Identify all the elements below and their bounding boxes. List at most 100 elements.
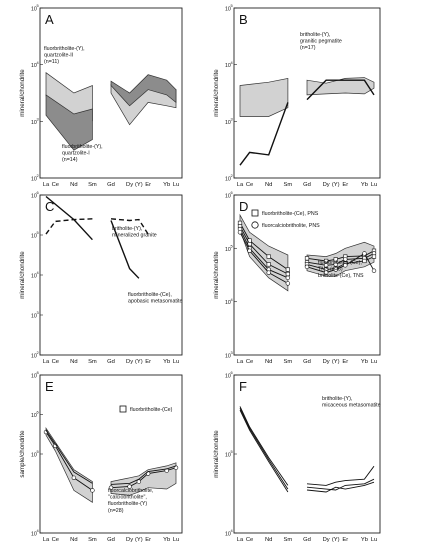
band-2-segment-2 <box>110 74 177 107</box>
annotation-line: britholite-(Y), <box>322 396 352 402</box>
x-tick-label: Gd <box>107 182 115 188</box>
x-tick-label: Sm <box>284 359 293 365</box>
x-tick-label: Yb <box>163 182 170 188</box>
y-tick-label: 10 <box>31 354 37 360</box>
data-point-square <box>371 254 377 259</box>
data-point-square <box>304 256 310 261</box>
x-tick-label: Nd <box>265 182 272 188</box>
annotation-line: britholite-(Ce), TNS <box>318 273 364 279</box>
y-tick-exponent: 6 <box>37 410 39 415</box>
x-tick-label: Nd <box>70 359 77 365</box>
y-tick-label: 10 <box>31 194 37 200</box>
y-axis-label: mineral/chondrite <box>213 69 220 117</box>
x-tick-label: Gd <box>303 359 311 365</box>
y-tick-label: 10 <box>31 453 37 459</box>
x-tick-label: La <box>43 359 50 365</box>
data-point-circle <box>343 257 348 262</box>
annotation-line: britholite-(Y), <box>300 32 330 38</box>
x-tick-label: Nd <box>265 359 272 365</box>
y-axis-label: sample/chondrite <box>19 430 26 478</box>
annotation-text: fluorbritholite-(Ce), apobasic metasomati… <box>128 292 183 305</box>
x-tick-label: Gd <box>303 537 311 543</box>
y-tick-exponent: 2 <box>231 173 233 178</box>
x-tick-label: Yb <box>163 537 170 543</box>
annotation-line: fluorbritholite-(Y), <box>44 46 85 52</box>
data-point-square <box>266 254 271 259</box>
x-tick-label: La <box>237 359 244 365</box>
y-tick-label: 10 <box>31 274 37 280</box>
y-tick-exponent: 6 <box>231 190 233 195</box>
panel-letter: C <box>45 199 54 214</box>
x-tick-label: (Y) <box>332 537 340 543</box>
series-line-1 <box>45 218 93 235</box>
annotation-text: fluorcalciobritholite, "calciobritholite"… <box>108 488 153 514</box>
x-tick-label: Yb <box>163 359 170 365</box>
series-line-4 <box>239 232 289 284</box>
annotation-line: britholite-(Y), <box>112 226 142 232</box>
y-axis-label: mineral/chondrite <box>213 251 220 299</box>
x-tick-label: Lu <box>173 359 179 365</box>
x-tick-label: Dy <box>126 359 133 365</box>
y-tick-exponent: 4 <box>37 528 40 533</box>
panel-letter: A <box>45 12 54 27</box>
annotation-line: apobasic metasomatite <box>128 299 183 305</box>
x-tick-label: Ce <box>52 182 59 188</box>
annotation-line: fluorbritholite-(Ce), <box>318 260 362 266</box>
series-line-2 <box>45 429 93 484</box>
y-tick-label: 10 <box>225 247 231 253</box>
y-tick-label: 10 <box>225 194 231 200</box>
panel-letter: F <box>239 379 247 394</box>
data-point-circle <box>173 465 179 470</box>
x-tick-label: Gd <box>303 182 311 188</box>
legend-label: fluorbritholite-(Ce) <box>130 407 173 413</box>
data-point-circle <box>362 251 367 256</box>
annotation-text: fluorbritholite-(Ce), TNS (n=8) britholite… <box>318 260 364 279</box>
plot-frame <box>233 194 381 356</box>
series-line-1 <box>239 102 289 166</box>
y-tick-label: 10 <box>31 374 37 380</box>
plot-frame <box>39 7 183 179</box>
x-tick-label: Yb <box>361 182 368 188</box>
x-tick-label: La <box>237 537 244 543</box>
data-point-circle <box>71 475 77 480</box>
series-line-3 <box>239 409 289 493</box>
series-line-4 <box>306 465 375 486</box>
series-line-3 <box>45 195 93 241</box>
y-tick-label: 10 <box>225 532 231 538</box>
x-tick-label: Er <box>145 359 151 365</box>
x-tick-label: Nd <box>265 537 272 543</box>
y-tick-label: 10 <box>31 7 37 13</box>
data-point-circle <box>343 263 348 268</box>
series-line-1 <box>45 431 93 491</box>
y-tick-label: 10 <box>31 234 37 240</box>
x-tick-label: Dy <box>323 359 330 365</box>
y-axis-label: mineral/chondrite <box>19 69 26 117</box>
x-tick-label: Nd <box>70 182 77 188</box>
series-line-4 <box>110 220 140 279</box>
legend-square-icon <box>119 405 127 413</box>
annotation-line: TNS (n=8) <box>318 267 343 273</box>
x-tick-label: Dy <box>323 537 330 543</box>
y-tick-label: 10 <box>31 63 37 69</box>
series-line-2 <box>239 225 289 275</box>
series-line-1 <box>239 222 289 270</box>
series-line-2 <box>110 218 149 235</box>
x-tick-label: Er <box>342 182 348 188</box>
x-tick-label: Lu <box>173 537 179 543</box>
annotation-text: fluorbritholite-(Y), quartzolite-I (n=14) <box>62 144 103 163</box>
data-point-square <box>285 271 290 277</box>
data-point-circle <box>237 230 243 235</box>
data-point-square <box>362 258 367 264</box>
data-point-circle <box>333 267 338 272</box>
x-tick-label: Ce <box>246 537 253 543</box>
band-1-segment-2 <box>110 462 177 496</box>
annotation-line: (n=14) <box>62 157 78 163</box>
legend-square-icon <box>251 209 259 217</box>
x-tick-label: Nd <box>70 537 77 543</box>
y-tick-exponent: 3 <box>37 117 39 122</box>
data-point-circle <box>323 263 329 268</box>
